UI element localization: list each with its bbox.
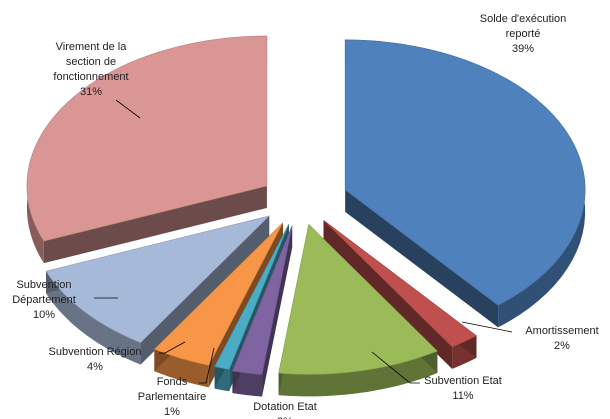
slice-name-label: Dotation Etat (253, 401, 317, 413)
slice-label-2: Amortissement 2% (525, 325, 598, 352)
leader-line-8 (115, 99, 141, 119)
pie-slice-4 (232, 225, 293, 375)
leader-line-2 (461, 321, 513, 333)
pie-slice-5 (214, 223, 290, 370)
slice-percent-label: 1% (164, 406, 180, 418)
slice-name-label: Fonds (157, 376, 188, 388)
slice-name-label: fonctionnement (53, 71, 128, 83)
slice-name-label: Subvention Région (49, 346, 142, 358)
slice-name-label: Virement de la (56, 41, 128, 53)
pie-slice-3 (278, 223, 438, 375)
slice-name-label: Subvention Etat (424, 375, 502, 387)
slice-percent-label: 4% (87, 361, 103, 373)
slice-label-8: Virement de la section de fonctionnement 31… (53, 41, 128, 98)
slice-label-3: Subvention Etat 11% (424, 375, 502, 402)
slice-name-label: Solde d'exécution (480, 13, 567, 25)
slice-label-1: Solde d'exécution reporté 39% (480, 13, 567, 55)
slice-label-5: Fonds Parlementaire 1% (138, 376, 206, 418)
slice-name-label: section de (66, 56, 116, 68)
slice-name-label: Parlementaire (138, 391, 206, 403)
slice-percent-label: 11% (452, 390, 473, 402)
pie-slice-2 (323, 219, 478, 348)
leader-line-6 (159, 341, 186, 354)
slice-name-label: Subvention (16, 279, 71, 291)
slice-percent-label: 10% (33, 309, 55, 321)
pie-slice-7 (45, 215, 271, 343)
pie-slice-8 (26, 35, 268, 242)
leader-line-5 (199, 347, 215, 384)
slice-percent-label: 2% (277, 416, 293, 419)
slice-percent-label: 2% (554, 340, 570, 352)
slice-name-label: Amortissement (525, 325, 598, 337)
slice-percent-label: 31% (80, 86, 102, 98)
slice-percent-label: 39% (512, 43, 534, 55)
slice-name-label: reporté (506, 28, 541, 40)
slice-label-7: Subvention Département 10% (12, 279, 76, 321)
slice-name-label: Département (12, 294, 76, 306)
slice-label-4: Dotation Etat 2% (253, 401, 317, 419)
pie-slice-1 (344, 39, 586, 306)
pie-slice-6 (153, 222, 284, 366)
slice-label-6: Subvention Région 4% (49, 346, 142, 373)
leader-line-3 (371, 351, 420, 384)
